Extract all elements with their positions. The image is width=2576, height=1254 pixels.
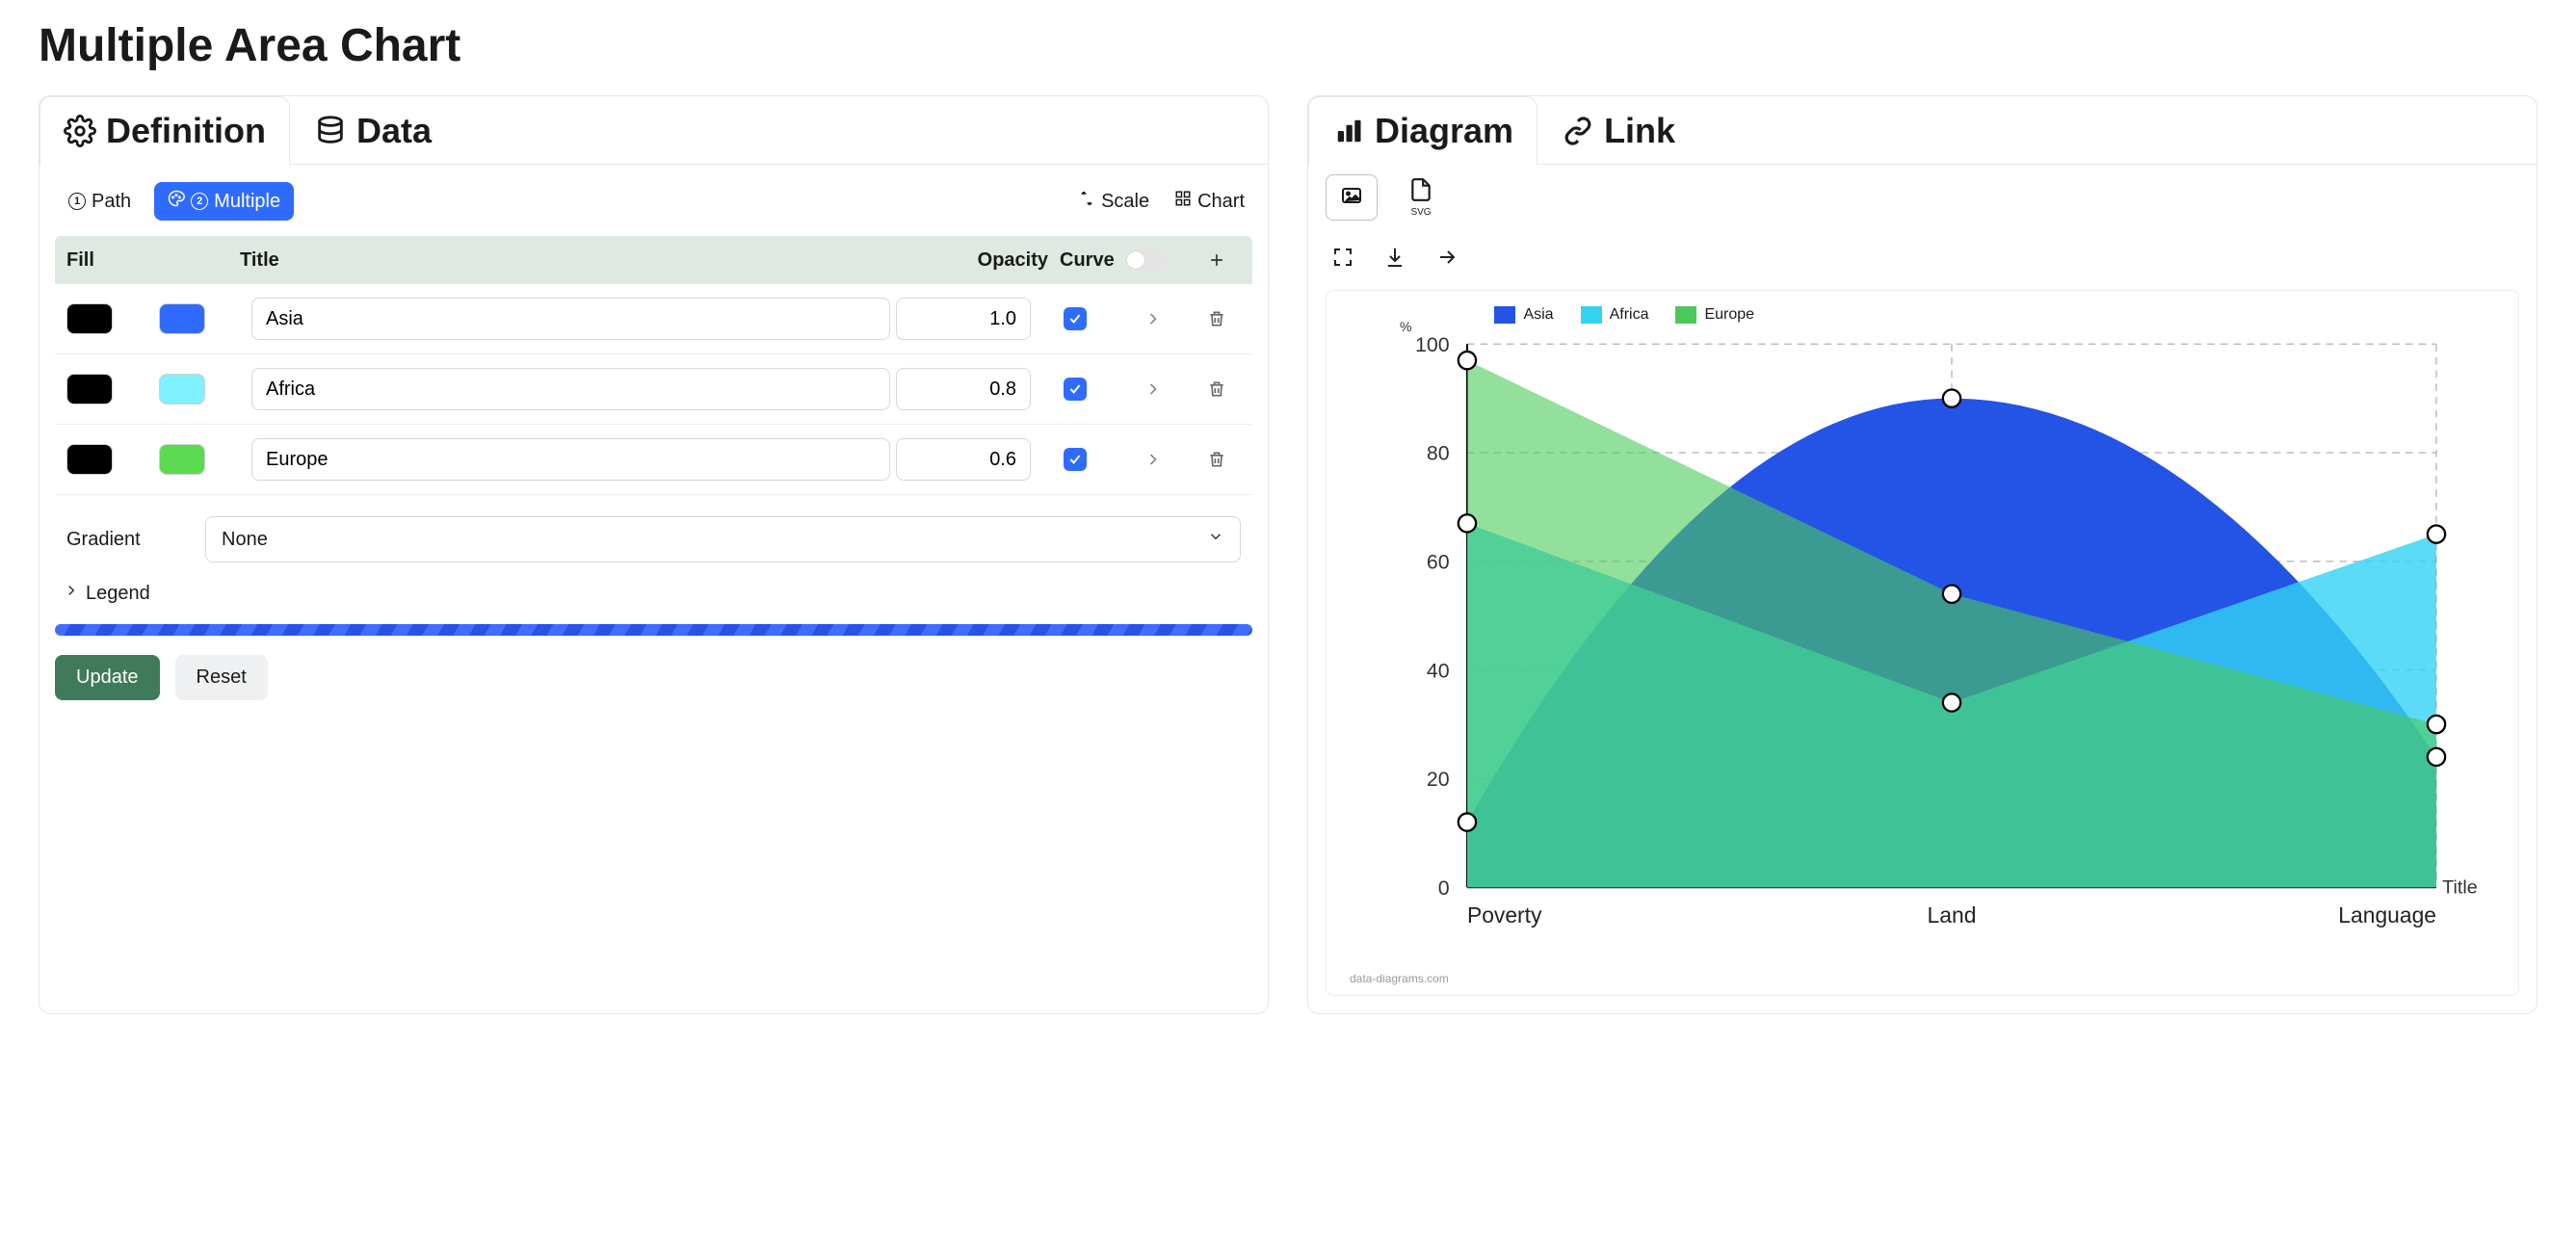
update-button[interactable]: Update [55,655,160,700]
tab-link-label: Link [1604,111,1675,151]
series-opacity-input[interactable] [896,438,1031,481]
svg-text:Language: Language [2338,902,2436,927]
tab-diagram[interactable]: Diagram [1308,96,1538,165]
legend-toggle[interactable]: Legend [55,568,1252,605]
series-delete-button[interactable] [1202,375,1231,404]
database-icon [314,115,347,147]
format-svg-button[interactable]: SVG [1395,174,1447,221]
tab-data[interactable]: Data [290,96,456,165]
grid-icon [1174,190,1192,213]
col-title: Title [240,249,913,272]
series-expand-button[interactable] [1139,375,1168,404]
svg-text:100: 100 [1415,333,1450,356]
link-icon [1562,115,1594,147]
progress-stripe [55,624,1252,636]
scale-button[interactable]: Scale [1070,184,1157,219]
tab-definition[interactable]: Definition [39,96,290,165]
svg-text:Title: Title [2442,877,2478,899]
col-curve: Curve [1048,249,1125,272]
series-opacity-input[interactable] [896,368,1031,410]
chevron-down-icon [1207,528,1224,551]
series-row [55,354,1252,425]
legend-item-asia: Asia [1494,306,1553,324]
subtab-multiple-label: Multiple [214,191,280,213]
legend-item-europe: Europe [1675,306,1754,324]
series-curve-checkbox[interactable] [1064,307,1087,330]
series-row [55,425,1252,495]
definition-panel: Definition Data 1 Path [39,95,1269,1014]
format-svg-label: SVG [1410,207,1431,218]
format-image-button[interactable] [1326,174,1378,221]
fill-swatch[interactable] [159,374,205,405]
bars-icon [1332,115,1365,147]
chevron-right-icon [63,582,80,605]
gradient-label: Gradient [66,529,182,551]
series-expand-button[interactable] [1139,304,1168,333]
chart-card: % Asia Africa Europe 0 20 40 60 80 100 Poverty… [1326,290,2519,996]
stroke-swatch[interactable] [66,374,113,405]
image-icon [1338,185,1365,211]
chart-legend: % Asia Africa Europe [1456,306,2495,324]
gradient-select[interactable]: None [205,516,1241,562]
palette-icon [168,190,185,213]
subtab-path-label: Path [92,191,131,213]
reset-button[interactable]: Reset [175,655,268,700]
area-chart: 0 20 40 60 80 100 Poverty Land Language Title [1350,329,2495,960]
download-button[interactable] [1378,240,1412,274]
legend-toggle-label: Legend [86,583,150,605]
series-delete-button[interactable] [1202,445,1231,474]
file-icon [1408,177,1433,205]
fill-swatch[interactable] [159,303,205,334]
svg-text:40: 40 [1427,660,1450,683]
left-tabs: Definition Data [39,96,1268,165]
scale-icon [1078,190,1095,213]
series-opacity-input[interactable] [896,298,1031,340]
svg-text:Poverty: Poverty [1467,902,1542,927]
svg-text:60: 60 [1427,551,1450,574]
gradient-value: None [222,529,268,551]
col-opacity: Opacity [913,249,1048,272]
step-2-badge: 2 [191,193,208,210]
tab-definition-label: Definition [106,111,266,151]
series-title-input[interactable] [251,368,890,410]
series-curve-checkbox[interactable] [1064,378,1087,401]
diagram-panel: Diagram Link SVG [1307,95,2537,1014]
gear-icon [64,115,96,147]
subtab-multiple[interactable]: 2 Multiple [154,182,294,221]
watermark: data-diagrams.com [1350,972,2495,985]
svg-text:Land: Land [1928,902,1977,927]
curve-master-toggle[interactable] [1125,249,1168,271]
tab-data-label: Data [356,111,432,151]
tab-diagram-label: Diagram [1375,111,1513,151]
svg-text:20: 20 [1427,768,1450,791]
scale-label: Scale [1101,191,1149,213]
col-fill: Fill [66,249,153,272]
y-axis-unit: % [1400,319,1411,334]
series-expand-button[interactable] [1139,445,1168,474]
stroke-swatch[interactable] [66,444,113,475]
fullscreen-button[interactable] [1326,240,1360,274]
right-tabs: Diagram Link [1308,96,2537,165]
series-title-input[interactable] [251,438,890,481]
fill-swatch[interactable] [159,444,205,475]
stroke-swatch[interactable] [66,303,113,334]
subtab-path[interactable]: 1 Path [55,183,145,221]
legend-item-africa: Africa [1581,306,1649,324]
svg-text:80: 80 [1427,442,1450,465]
chart-button[interactable]: Chart [1167,184,1252,219]
page-title: Multiple Area Chart [39,19,2537,72]
series-delete-button[interactable] [1202,304,1231,333]
series-curve-checkbox[interactable] [1064,448,1087,471]
series-row [55,284,1252,354]
add-series-button[interactable] [1202,246,1231,274]
next-button[interactable] [1430,240,1464,274]
tab-link[interactable]: Link [1538,96,1699,165]
chart-label: Chart [1197,191,1245,213]
series-table-header: Fill Title Opacity Curve [55,236,1252,284]
step-1-badge: 1 [68,193,86,210]
series-title-input[interactable] [251,298,890,340]
svg-text:0: 0 [1438,876,1450,900]
